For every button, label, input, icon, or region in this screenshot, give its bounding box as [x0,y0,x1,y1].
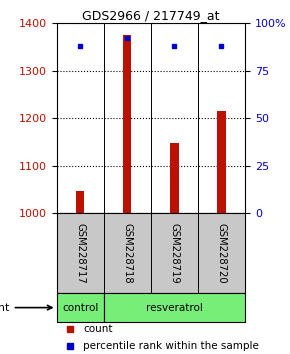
Text: agent: agent [0,303,52,313]
Text: GSM228717: GSM228717 [75,223,85,284]
Bar [76,190,84,213]
Text: GSM228719: GSM228719 [169,223,179,284]
Text: GSM228720: GSM228720 [217,223,226,284]
Text: count: count [83,324,113,334]
Text: control: control [62,303,98,313]
Text: percentile rank within the sample: percentile rank within the sample [83,341,259,351]
Text: GSM228718: GSM228718 [122,223,132,284]
Bar [123,35,131,213]
Bar [57,293,104,322]
Text: resveratrol: resveratrol [146,303,203,313]
Title: GDS2966 / 217749_at: GDS2966 / 217749_at [82,9,220,22]
Bar [170,143,179,213]
Bar [104,293,245,322]
Bar [217,111,226,213]
